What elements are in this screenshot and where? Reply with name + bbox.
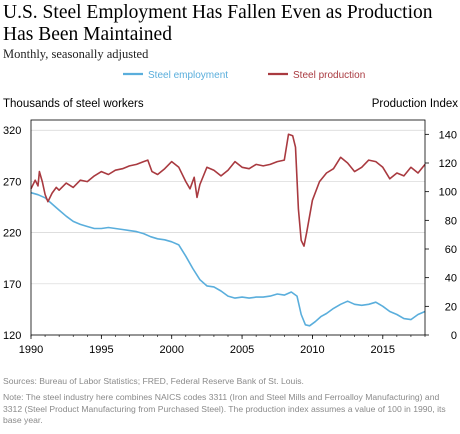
right-axis-label: Production Index <box>372 98 459 110</box>
tick-labels: 320 270 220 170 120 140 120 100 80 60 40 20 0 1990 199… <box>3 125 457 356</box>
legend-label: Steel employment <box>148 70 228 81</box>
right-tick-label: 0 <box>451 330 457 342</box>
left-tick-label: 320 <box>3 125 21 137</box>
x-tick-label: 2005 <box>230 344 254 356</box>
chart-title: U.S. Steel Employment Has Fallen Even as… <box>3 2 433 45</box>
left-axis-label: Thousands of steel workers <box>3 98 144 110</box>
x-tick-label: 2010 <box>300 344 324 356</box>
series-lines <box>30 133 426 327</box>
right-tick-label: 100 <box>439 187 457 199</box>
left-tick-label: 170 <box>3 279 21 291</box>
x-tick-label: 2015 <box>371 344 395 356</box>
series-line-steel-production <box>30 133 426 247</box>
left-tick-label: 270 <box>3 176 21 188</box>
x-tick-label: 1990 <box>19 344 43 356</box>
series-line-steel-employment <box>30 191 426 327</box>
right-tick-label: 120 <box>439 158 457 170</box>
left-tick-label: 120 <box>3 330 21 342</box>
right-tick-label: 140 <box>439 129 457 141</box>
right-tick-label: 80 <box>445 215 457 227</box>
x-tick-label: 1995 <box>89 344 113 356</box>
right-tick-label: 20 <box>445 301 457 313</box>
right-tick-label: 40 <box>445 273 457 285</box>
legend-label: Steel production <box>293 70 365 81</box>
right-tick-label: 60 <box>445 244 457 256</box>
left-tick-label: 220 <box>3 228 21 240</box>
x-tick-label: 2000 <box>159 344 183 356</box>
source-note: Sources: Bureau of Labor Statistics; FRE… <box>3 376 304 386</box>
plot-frame <box>30 119 426 336</box>
footnote: Note: The steel industry here combines N… <box>3 392 446 425</box>
legend: Steel employment Steel production <box>123 70 365 81</box>
chart-subtitle: Monthly, seasonally adjusted <box>3 47 149 61</box>
